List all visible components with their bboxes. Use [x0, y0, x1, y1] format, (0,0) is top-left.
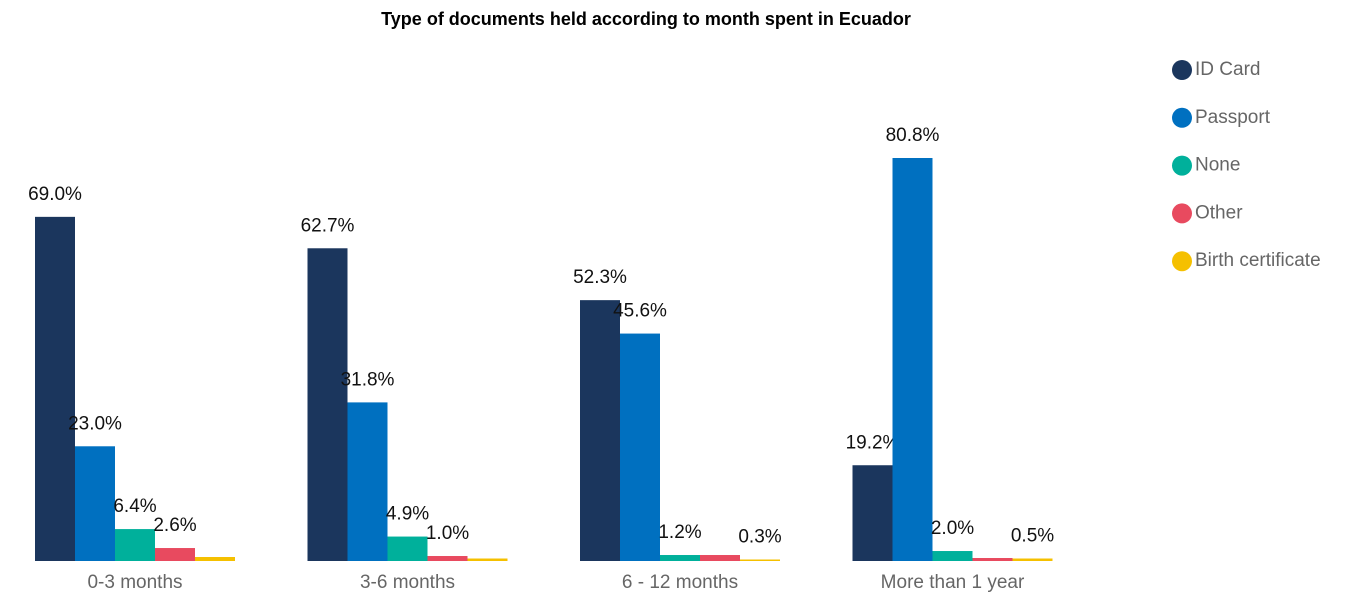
data-label: 31.8% — [341, 369, 395, 390]
data-label: 1.2% — [658, 522, 701, 543]
bar — [75, 446, 115, 561]
bar — [1012, 558, 1053, 561]
legend-marker — [1172, 251, 1192, 272]
bar — [580, 300, 620, 561]
legend-marker — [1172, 203, 1192, 224]
bar — [195, 557, 235, 561]
data-label: 2.0% — [931, 518, 974, 539]
legend-marker — [1172, 155, 1192, 176]
bar — [852, 465, 893, 561]
bar — [115, 529, 155, 561]
data-label: 69.0% — [28, 184, 82, 205]
bar — [307, 248, 348, 561]
legend-marker — [1172, 60, 1192, 80]
bar — [155, 548, 195, 561]
chart-title: Type of documents held according to mont… — [381, 9, 911, 29]
x-tick-label: 0-3 months — [87, 572, 182, 593]
data-label: 1.0% — [426, 523, 469, 544]
bar — [932, 551, 973, 561]
bar — [387, 536, 428, 561]
bar — [972, 558, 1013, 561]
legend-label: Other — [1195, 202, 1243, 223]
bar — [892, 158, 933, 561]
legend-label: ID Card — [1195, 59, 1260, 80]
data-label: 4.9% — [386, 504, 429, 525]
data-label: 0.3% — [738, 527, 781, 548]
bar — [620, 333, 660, 561]
data-label: 2.6% — [153, 515, 196, 536]
data-label: 62.7% — [301, 215, 355, 236]
x-tick-label: 6 - 12 months — [622, 572, 738, 593]
bar — [467, 558, 508, 561]
data-label: 6.4% — [113, 496, 156, 517]
bar — [740, 559, 780, 561]
data-label: 0.5% — [1011, 526, 1054, 547]
data-label: 52.3% — [573, 267, 627, 288]
data-label: 80.8% — [886, 125, 940, 146]
bar — [35, 216, 75, 562]
bar — [427, 556, 468, 561]
legend-label: Birth certificate — [1195, 250, 1321, 271]
data-label: 19.2% — [846, 432, 900, 453]
bar — [700, 555, 740, 561]
bar — [347, 402, 388, 561]
legend-label: Passport — [1195, 107, 1271, 128]
x-tick-label: 3-6 months — [360, 572, 455, 593]
x-tick-label: More than 1 year — [881, 572, 1025, 593]
legend-marker — [1172, 107, 1192, 128]
data-label: 45.6% — [613, 301, 667, 322]
legend-label: None — [1195, 155, 1240, 176]
bar — [660, 555, 700, 561]
data-label: 23.0% — [68, 413, 122, 434]
